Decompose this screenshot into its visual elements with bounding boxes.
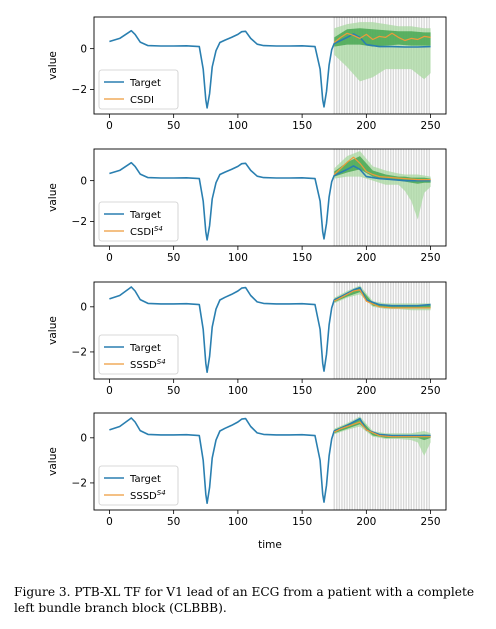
x-tick-label: 0 (106, 516, 113, 528)
axes-frame (93, 16, 447, 115)
x-tick-label: 100 (228, 252, 248, 264)
legend-label: Target (129, 343, 161, 354)
legend-label: CSDI (130, 95, 154, 106)
legend-label: Target (129, 78, 161, 89)
plot-area (109, 149, 431, 246)
x-tick-label: 250 (421, 516, 441, 528)
axes-frame (93, 281, 447, 380)
x-tick-label: 150 (292, 385, 312, 397)
x-axis-label: time (258, 539, 282, 551)
x-tick-label: 50 (167, 120, 180, 132)
prediction-series-line (333, 289, 431, 309)
y-tick-label: 0 (80, 43, 87, 55)
x-tick-label: 100 (228, 120, 248, 132)
x-tick-label: 150 (292, 120, 312, 132)
legend: Target SSSDS4 (98, 465, 179, 506)
y-axis-label: value (47, 51, 59, 80)
axes-frame (93, 412, 447, 511)
prediction-series-line (333, 156, 431, 181)
target-series-line (109, 29, 431, 109)
target-series-line (109, 161, 431, 241)
x-tick-label: 150 (292, 252, 312, 264)
prediction-series-line (333, 32, 431, 43)
inner-uncertainty-band (334, 418, 431, 441)
x-tick-label: 150 (292, 516, 312, 528)
chart-panel-4: 0 50 100 150 200 250 0 −2 value time Target SSSDS4 (47, 412, 447, 551)
y-tick-label: −2 (72, 347, 87, 359)
legend-label: SSSDS4 (130, 358, 166, 371)
x-tick-label: 0 (106, 120, 113, 132)
x-tick-label: 250 (421, 252, 441, 264)
prediction-series-line (333, 421, 431, 438)
plot-area (109, 17, 431, 114)
y-axis-label: value (47, 447, 59, 476)
y-tick-label: 0 (80, 175, 87, 187)
inner-uncertainty-band (334, 156, 431, 184)
y-tick-label: 0 (80, 302, 87, 314)
chart-panel-3: 0 50 100 150 200 250 0 −2 value Target SSSDS4 (47, 281, 447, 397)
chart-panel-1: 0 50 100 150 200 250 0 −2 value Target CSDI (47, 16, 447, 132)
x-tick-label: 200 (356, 385, 376, 397)
plot-area (109, 413, 431, 510)
legend-label: Target (129, 210, 161, 221)
target-series-line (109, 286, 431, 373)
legend: Target SSSDS4 (98, 334, 179, 375)
x-tick-label: 100 (228, 385, 248, 397)
chart-panel-2: 0 50 100 150 200 250 0 −2 value Target CSDIS4 (47, 148, 447, 264)
x-tick-label: 0 (106, 385, 113, 397)
y-tick-label: 0 (80, 433, 87, 445)
x-tick-label: 50 (167, 385, 180, 397)
legend: Target CSDIS4 (98, 201, 179, 242)
plot-area (109, 282, 431, 379)
x-tick-label: 0 (106, 252, 113, 264)
figure-caption: Figure 3. PTB-XL TF for V1 lead of an EC… (14, 585, 475, 615)
legend: Target CSDI (98, 69, 179, 110)
x-tick-label: 200 (356, 516, 376, 528)
axes-frame (93, 148, 447, 247)
x-tick-label: 50 (167, 252, 180, 264)
x-tick-label: 50 (167, 516, 180, 528)
legend-label: SSSDS4 (130, 489, 166, 502)
x-tick-label: 200 (356, 252, 376, 264)
legend-label: Target (129, 474, 161, 485)
y-tick-label: −2 (72, 478, 87, 490)
y-axis-label: value (47, 183, 59, 212)
y-axis-label: value (47, 316, 59, 345)
figure: 0 50 100 150 200 250 0 −2 value Target CSDI 0 50 100 1… (47, 16, 447, 551)
legend-label: CSDIS4 (130, 225, 163, 238)
y-tick-label: −2 (72, 216, 87, 228)
x-tick-label: 100 (228, 516, 248, 528)
x-tick-label: 250 (421, 385, 441, 397)
target-series-line (109, 417, 431, 504)
x-tick-label: 250 (421, 120, 441, 132)
y-tick-label: −2 (72, 84, 87, 96)
x-tick-label: 200 (356, 120, 376, 132)
